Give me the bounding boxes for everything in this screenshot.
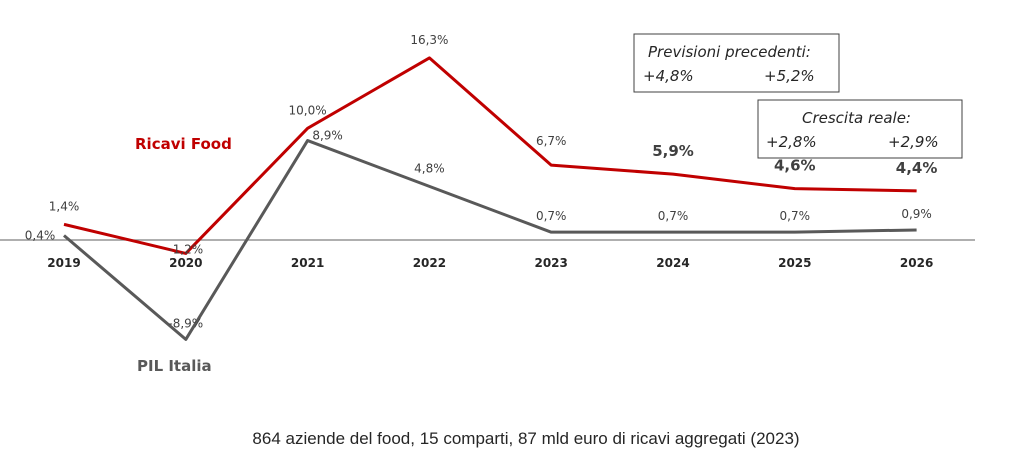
x-tick-label-2025: 2025 <box>778 256 811 270</box>
previous-forecast-2025: +4,8% <box>643 67 694 85</box>
data-label: 0,7% <box>536 209 567 223</box>
previous-forecasts-box: Previsioni precedenti: +4,8% +5,2% <box>633 33 840 93</box>
data-label: 8,9% <box>312 129 343 143</box>
series-line-0 <box>63 56 917 255</box>
data-label: 4,8% <box>414 161 445 175</box>
x-tick-label-2021: 2021 <box>291 256 324 270</box>
data-label: 4,4% <box>896 159 938 177</box>
data-label: 1,4% <box>49 199 80 213</box>
data-label: 10,0% <box>289 103 327 117</box>
real-growth-2026: +2,9% <box>888 133 939 151</box>
series-line-1 <box>63 139 917 341</box>
chart-caption: 864 aziende del food, 15 comparti, 87 ml… <box>252 429 799 448</box>
real-growth-box: Crescita reale: +2,8% +2,9% <box>757 99 963 159</box>
data-label: 0,7% <box>780 209 811 223</box>
x-tick-label-2019: 2019 <box>47 256 80 270</box>
data-label: 0,9% <box>901 207 932 221</box>
data-label: -8,9% <box>168 316 203 330</box>
x-tick-label-2024: 2024 <box>656 256 689 270</box>
x-tick-label-2022: 2022 <box>413 256 446 270</box>
data-label: 4,6% <box>774 157 816 175</box>
previous-forecast-2026: +5,2% <box>764 67 815 85</box>
real-growth-title: Crescita reale: <box>802 109 911 127</box>
data-label: 6,7% <box>536 134 567 148</box>
previous-forecasts-title: Previsioni precedenti: <box>648 43 811 61</box>
real-growth-2025: +2,8% <box>766 133 817 151</box>
data-label: 0,7% <box>658 209 689 223</box>
series-name-ricavi-food: Ricavi Food <box>135 135 232 153</box>
data-label: 5,9% <box>652 142 694 160</box>
x-tick-label-2026: 2026 <box>900 256 933 270</box>
data-label: -1,2% <box>168 242 203 256</box>
x-tick-label-2020: 2020 <box>169 256 202 270</box>
data-label: 16,3% <box>410 33 448 47</box>
x-tick-label-2023: 2023 <box>534 256 567 270</box>
data-label: 0,4% <box>25 229 56 243</box>
series-name-pil-italia: PIL Italia <box>137 357 212 375</box>
